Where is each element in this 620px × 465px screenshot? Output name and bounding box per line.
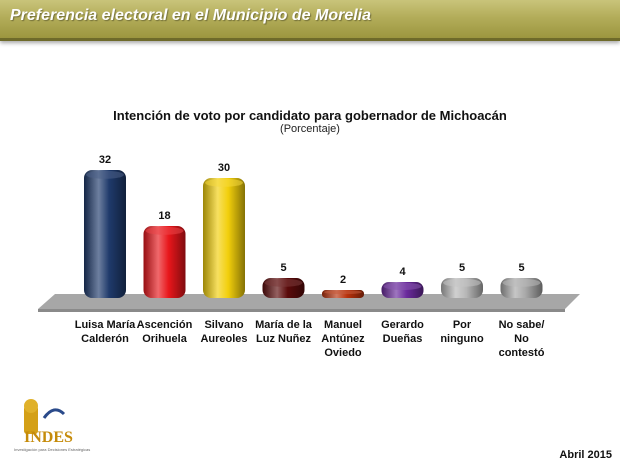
bar-top-highlight-4 xyxy=(324,290,362,295)
category-label-0: Luisa María Calderón xyxy=(75,319,136,345)
data-label-5: 4 xyxy=(399,266,406,278)
category-label-4: Manuel Antúnez Oviedo xyxy=(321,319,365,359)
logo-wordmark: INDES xyxy=(24,429,73,446)
bar-top-highlight-6 xyxy=(443,278,481,287)
data-label-4: 2 xyxy=(340,274,346,286)
logo-emblem-icon xyxy=(24,399,66,434)
data-label-0: 32 xyxy=(99,154,111,166)
category-label-1: Ascención Orihuela xyxy=(137,319,193,345)
category-label-2: Silvano Aureoles xyxy=(200,319,247,345)
bar-0 xyxy=(84,170,126,298)
bar-top-highlight-7 xyxy=(502,278,541,287)
page-title: Preferencia electoral en el Municipio de… xyxy=(10,7,372,24)
data-label-7: 5 xyxy=(518,262,524,274)
chart-subtitle: (Porcentaje) xyxy=(280,123,340,135)
indes-logo: INDES Investigación para Decisiones Estr… xyxy=(14,399,90,452)
bar-top-highlight-3 xyxy=(264,278,303,287)
category-label-7: No sabe/No contestó xyxy=(499,319,545,359)
category-label-3: María de la Luz Nuñez xyxy=(255,319,313,345)
data-label-2: 30 xyxy=(218,162,230,174)
bar-top-highlight-0 xyxy=(86,170,124,179)
data-label-1: 18 xyxy=(158,210,170,222)
data-label-6: 5 xyxy=(459,262,465,274)
chart-title: Intención de voto por candidato para gob… xyxy=(113,108,507,123)
chart-floor-edge xyxy=(38,309,565,312)
bar-top-highlight-5 xyxy=(383,282,422,291)
logo-tagline: Investigación para Decisiones Estratégic… xyxy=(14,447,90,452)
bar-top-highlight-1 xyxy=(145,226,184,235)
bar-2 xyxy=(203,178,245,298)
category-label-6: Por ninguno xyxy=(440,319,484,345)
bar-top-highlight-2 xyxy=(205,178,243,187)
header-bar: Preferencia electoral en el Municipio de… xyxy=(0,0,620,41)
category-label-5: Gerardo Dueñas xyxy=(381,319,424,345)
date-label: Abril 2015 xyxy=(559,449,612,461)
bar-1 xyxy=(143,226,186,298)
data-label-3: 5 xyxy=(280,262,286,274)
